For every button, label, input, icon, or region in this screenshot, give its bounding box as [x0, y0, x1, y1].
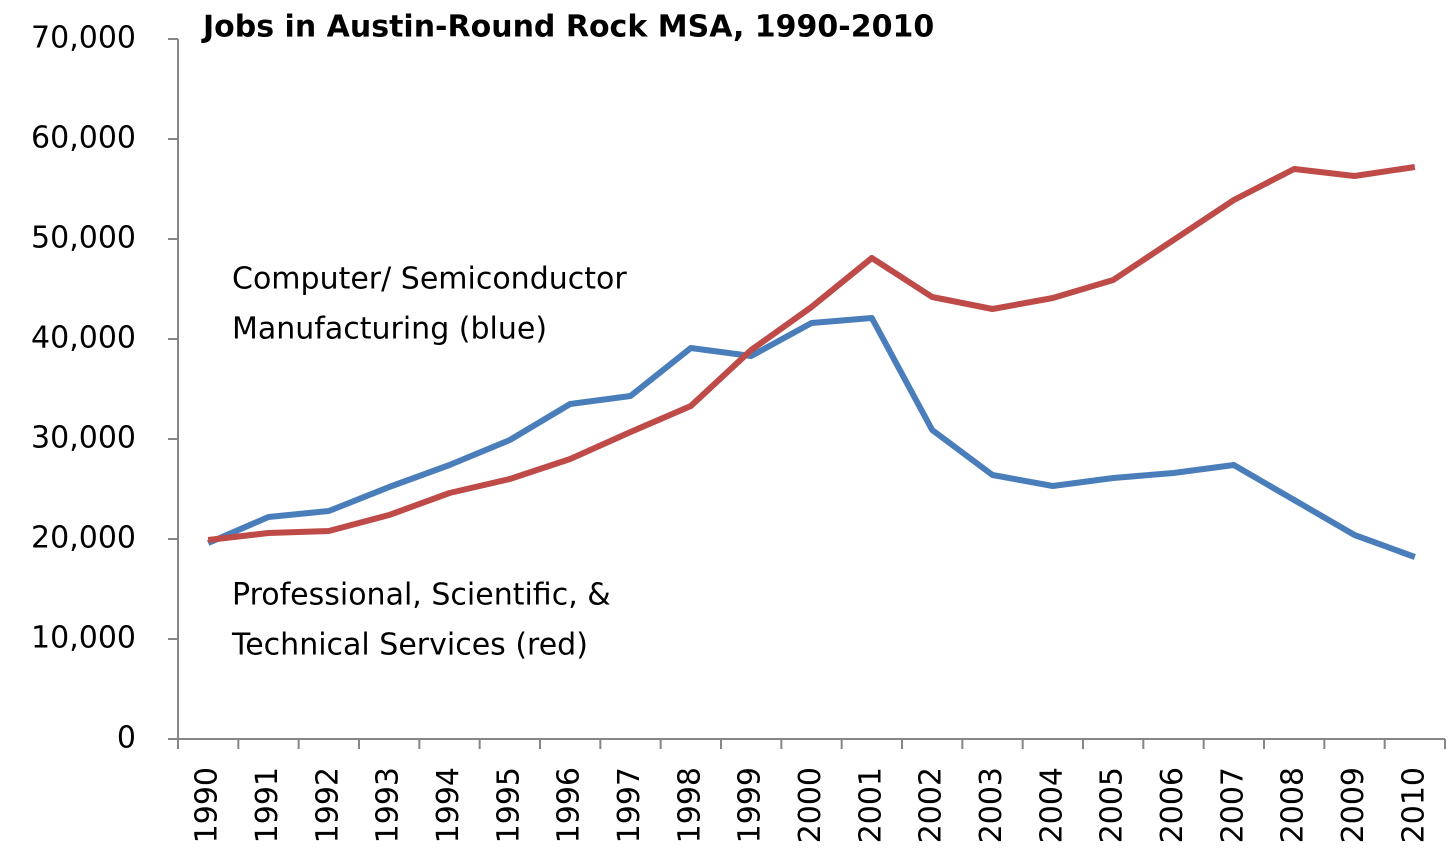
x-tick-label: 2000 [793, 767, 828, 843]
x-tick-label: 1995 [491, 767, 526, 843]
x-tick-label: 2002 [914, 767, 949, 843]
x-tick-label: 2001 [853, 767, 888, 843]
annotation: Professional, Scientific, & [232, 578, 611, 613]
y-tick-label: 70,000 [31, 21, 136, 56]
x-tick-label: 1990 [190, 767, 225, 843]
y-tick-label: 40,000 [31, 321, 136, 356]
x-tick-label: 1992 [310, 767, 345, 843]
x-tick-label: 1999 [733, 767, 768, 843]
x-tick-label: 2007 [1215, 767, 1250, 843]
x-tick-label: 1994 [431, 767, 466, 843]
line-series [207, 164, 1416, 543]
x-tick-label: 1991 [250, 767, 285, 843]
y-tick-label: 50,000 [31, 221, 136, 256]
y-tick-label: 10,000 [31, 621, 136, 656]
y-tick-label: 20,000 [31, 521, 136, 556]
x-tick-label: 2010 [1396, 767, 1431, 843]
annotation: Manufacturing (blue) [232, 312, 547, 347]
line-series [206, 315, 1416, 560]
x-tick-label: 2005 [1095, 767, 1130, 843]
y-tick-label: 30,000 [31, 421, 136, 456]
x-tick-label: 1996 [552, 767, 587, 843]
x-tick-label: 2003 [974, 767, 1009, 843]
x-tick-label: 2009 [1336, 767, 1371, 843]
x-tick-label: 2008 [1276, 767, 1311, 843]
x-tick-label: 1998 [672, 767, 707, 843]
y-tick-label: 0 [117, 721, 136, 756]
chart-title: Jobs in Austin-Round Rock MSA, 1990-2010 [201, 10, 934, 45]
annotation: Technical Services (red) [231, 628, 588, 663]
x-tick-label: 2006 [1155, 767, 1190, 843]
x-tick-label: 1997 [612, 767, 647, 843]
y-tick-label: 60,000 [31, 121, 136, 156]
x-tick-label: 2004 [1034, 767, 1069, 843]
annotation: Computer/ Semiconductor [232, 262, 627, 297]
x-tick-label: 1993 [371, 767, 406, 843]
